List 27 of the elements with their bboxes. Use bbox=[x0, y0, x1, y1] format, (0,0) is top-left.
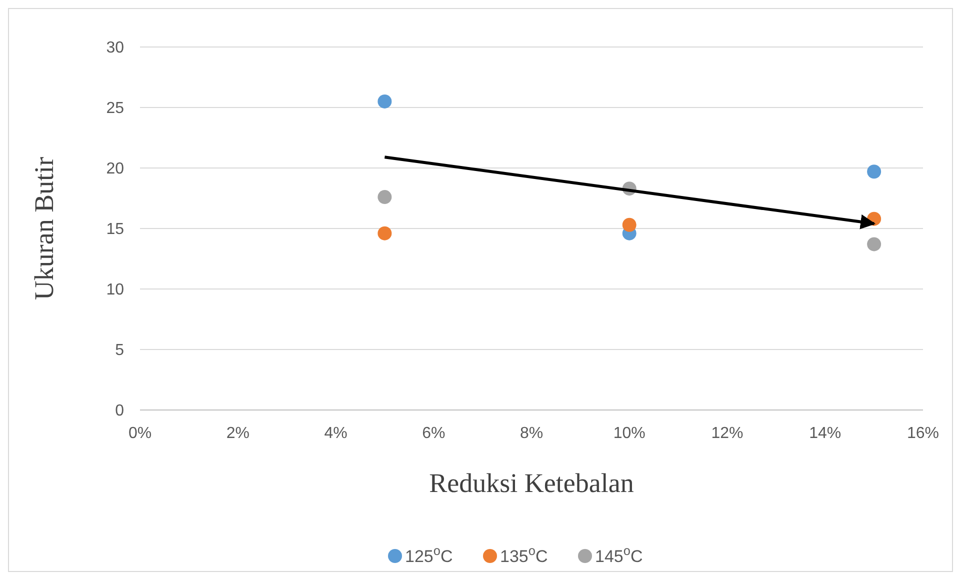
y-axis-title: Ukuran Butir bbox=[29, 156, 59, 300]
x-tick-label: 4% bbox=[324, 425, 348, 442]
legend-label: 135$^{o}$C bbox=[500, 542, 548, 566]
x-tick-label: 10% bbox=[613, 425, 646, 442]
y-tick-label: 15 bbox=[106, 221, 124, 238]
point bbox=[867, 237, 882, 252]
x-tick-label: 12% bbox=[711, 425, 744, 442]
x-tick-label: 0% bbox=[128, 425, 152, 442]
point bbox=[378, 226, 392, 240]
y-tick-label: 25 bbox=[106, 100, 124, 118]
point bbox=[378, 190, 392, 204]
y-tick-label: 5 bbox=[115, 342, 124, 360]
y-tick-label: 0 bbox=[115, 402, 124, 420]
point bbox=[622, 218, 636, 232]
legend-label: 145$^{o}$C bbox=[595, 542, 643, 566]
x-tick-label: 6% bbox=[422, 425, 446, 442]
x-tick-label: 16% bbox=[906, 425, 940, 442]
point bbox=[867, 164, 882, 179]
y-tick-label: 20 bbox=[106, 160, 124, 178]
x-tick-label: 2% bbox=[226, 425, 250, 442]
y-tick-label: 10 bbox=[106, 282, 124, 299]
x-axis-title: Reduksi Ketebalan bbox=[429, 468, 634, 498]
y-tick-label: 30 bbox=[106, 40, 124, 57]
legend-label: 125$^{o}$C bbox=[405, 542, 453, 566]
point bbox=[378, 94, 392, 108]
x-tick-label: 14% bbox=[809, 425, 842, 442]
x-tick-label: 8% bbox=[520, 425, 544, 442]
